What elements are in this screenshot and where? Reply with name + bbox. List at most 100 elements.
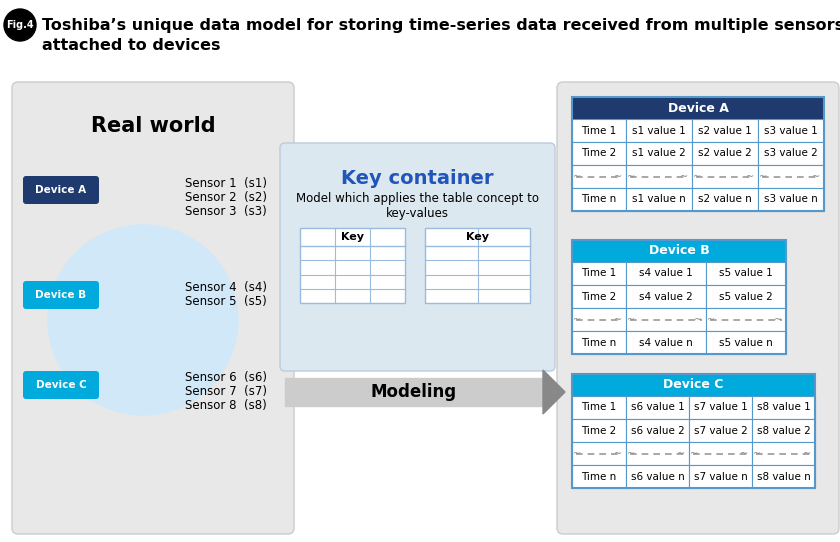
Text: ~: ~ — [694, 314, 702, 325]
Text: ~: ~ — [573, 448, 581, 459]
Bar — [706, 285, 786, 308]
Bar — [626, 262, 706, 285]
Bar — [626, 465, 689, 488]
Text: ~: ~ — [774, 314, 782, 325]
Text: s4 value 1: s4 value 1 — [639, 268, 693, 279]
Text: Device A: Device A — [35, 185, 87, 195]
Bar — [758, 188, 824, 211]
Bar — [572, 285, 626, 308]
FancyBboxPatch shape — [12, 82, 294, 534]
Text: s7 value 2: s7 value 2 — [694, 425, 748, 436]
Text: s2 value n: s2 value n — [698, 195, 752, 204]
Bar — [572, 142, 626, 165]
Text: s6 value 2: s6 value 2 — [631, 425, 685, 436]
Polygon shape — [285, 378, 543, 406]
Text: Sensor 3  (s3): Sensor 3 (s3) — [185, 204, 267, 217]
Text: Sensor 4  (s4): Sensor 4 (s4) — [185, 281, 267, 294]
Text: Time 2: Time 2 — [581, 149, 617, 158]
Bar — [572, 308, 626, 331]
Bar — [689, 442, 752, 465]
Text: Sensor 1  (s1): Sensor 1 (s1) — [185, 177, 267, 190]
Text: Key: Key — [341, 232, 364, 242]
Bar — [572, 262, 626, 285]
FancyBboxPatch shape — [280, 143, 555, 371]
Bar — [572, 331, 626, 354]
Text: Sensor 7  (s7): Sensor 7 (s7) — [185, 385, 267, 398]
Text: Fig.4: Fig.4 — [6, 20, 34, 30]
Bar — [706, 308, 786, 331]
Text: ~: ~ — [677, 448, 685, 459]
Text: s2 value 2: s2 value 2 — [698, 149, 752, 158]
Text: Sensor 5  (s5): Sensor 5 (s5) — [185, 295, 267, 308]
Polygon shape — [543, 370, 565, 414]
Bar — [572, 188, 626, 211]
Text: Time 2: Time 2 — [581, 425, 617, 436]
Text: s8 value 2: s8 value 2 — [757, 425, 811, 436]
Text: ~: ~ — [812, 171, 820, 182]
Bar — [626, 442, 689, 465]
Bar — [572, 374, 815, 488]
Text: ~: ~ — [803, 448, 811, 459]
Circle shape — [4, 9, 36, 41]
Text: ~: ~ — [573, 314, 581, 325]
Text: Key: Key — [466, 232, 489, 242]
Text: Device A: Device A — [668, 101, 728, 114]
Bar — [626, 285, 706, 308]
Text: s1 value n: s1 value n — [633, 195, 686, 204]
Bar — [626, 308, 706, 331]
Bar — [572, 240, 786, 262]
Bar — [752, 396, 815, 419]
Text: s2 value 1: s2 value 1 — [698, 126, 752, 136]
Text: attached to devices: attached to devices — [42, 38, 220, 53]
Bar — [572, 374, 815, 396]
Text: Toshiba’s unique data model for storing time-series data received from multiple : Toshiba’s unique data model for storing … — [42, 18, 840, 33]
Bar — [692, 142, 758, 165]
Text: Sensor 6  (s6): Sensor 6 (s6) — [185, 371, 267, 384]
Text: s3 value n: s3 value n — [764, 195, 818, 204]
Text: s1 value 2: s1 value 2 — [633, 149, 686, 158]
Text: s4 value 2: s4 value 2 — [639, 292, 693, 301]
Text: ~: ~ — [614, 448, 622, 459]
Text: ~: ~ — [759, 171, 767, 182]
Bar — [692, 188, 758, 211]
Bar — [692, 165, 758, 188]
Text: Device C: Device C — [664, 378, 724, 391]
Bar — [626, 396, 689, 419]
Bar — [572, 442, 626, 465]
Text: ~: ~ — [693, 171, 701, 182]
Text: ~: ~ — [740, 448, 748, 459]
Text: Real world: Real world — [91, 116, 215, 136]
Text: Sensor 8  (s8): Sensor 8 (s8) — [185, 399, 267, 412]
Text: Model which applies the table concept to
key-values: Model which applies the table concept to… — [296, 192, 539, 220]
Bar — [689, 419, 752, 442]
Bar — [752, 465, 815, 488]
Text: s3 value 2: s3 value 2 — [764, 149, 818, 158]
Text: Time 1: Time 1 — [581, 403, 617, 412]
Text: Key container: Key container — [341, 169, 494, 188]
Text: ~: ~ — [680, 171, 688, 182]
Text: ~: ~ — [746, 171, 754, 182]
Bar — [758, 142, 824, 165]
Text: Time 1: Time 1 — [581, 268, 617, 279]
Bar — [689, 396, 752, 419]
Text: ~: ~ — [707, 314, 715, 325]
Bar — [572, 465, 626, 488]
Text: s8 value 1: s8 value 1 — [757, 403, 811, 412]
Bar — [626, 331, 706, 354]
Text: Time n: Time n — [581, 338, 617, 347]
Bar — [572, 165, 626, 188]
FancyBboxPatch shape — [23, 371, 99, 399]
Text: s8 value n: s8 value n — [757, 472, 811, 481]
Text: Modeling: Modeling — [371, 383, 457, 401]
FancyBboxPatch shape — [23, 281, 99, 309]
Text: ~: ~ — [614, 171, 622, 182]
Text: Time n: Time n — [581, 195, 617, 204]
Bar — [572, 119, 626, 142]
Text: Time n: Time n — [581, 472, 617, 481]
Bar — [626, 188, 692, 211]
Bar — [752, 419, 815, 442]
Bar — [706, 262, 786, 285]
Bar — [758, 165, 824, 188]
Text: ~: ~ — [573, 171, 581, 182]
Text: s5 value n: s5 value n — [719, 338, 773, 347]
